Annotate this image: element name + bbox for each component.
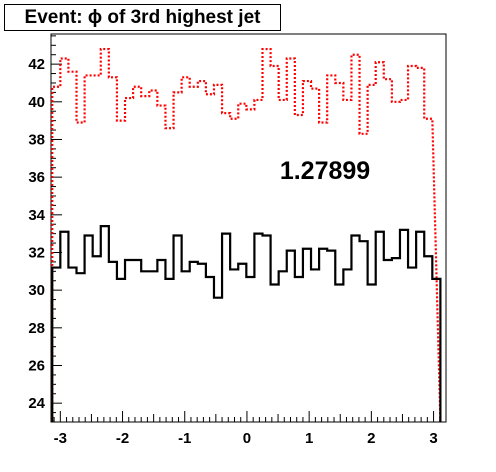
x-tick-label: -2: [116, 430, 129, 447]
y-tick-label: 38: [28, 131, 45, 148]
y-tick-label: 36: [28, 169, 45, 186]
x-tick-label: 0: [243, 430, 251, 447]
y-tick-label: 32: [28, 244, 45, 261]
y-tick-label: 30: [28, 282, 45, 299]
x-tick-label: -3: [54, 430, 67, 447]
y-tick-label: 26: [28, 357, 45, 374]
x-tick-label: 3: [429, 430, 437, 447]
x-tick-label: -1: [178, 430, 191, 447]
histogram-black-solid: [51, 225, 442, 422]
x-tick-label: 2: [367, 430, 375, 447]
y-tick-label: 34: [28, 207, 45, 224]
chart-title: Event: ϕ of 3rd highest jet: [4, 4, 281, 31]
histogram-red-dotted: [51, 47, 442, 423]
plot-frame: [50, 33, 447, 423]
y-tick-label: 28: [28, 320, 45, 337]
annotation-value: 1.27899: [280, 157, 370, 185]
y-tick-label: 24: [28, 395, 45, 412]
y-tick-label: 42: [28, 56, 45, 73]
x-tick-label: 1: [305, 430, 313, 447]
y-tick-label: 40: [28, 94, 45, 111]
